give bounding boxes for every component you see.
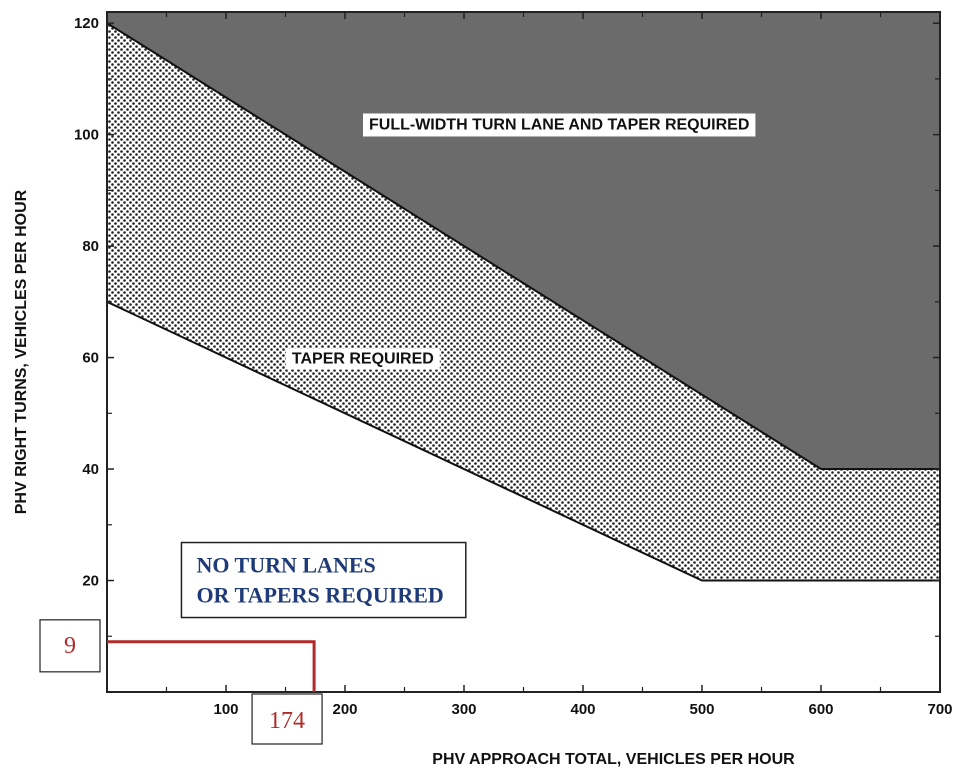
annotation-x-value: 174 (269, 708, 305, 734)
x-tick-label: 500 (689, 701, 714, 718)
y-tick-label: 40 (82, 461, 99, 478)
region-label-taper-text: TAPER REQUIRED (292, 351, 434, 368)
x-tick-label: 400 (570, 701, 595, 718)
region-label-full-width: FULL-WIDTH TURN LANE AND TAPER REQUIRED (362, 113, 756, 137)
y-tick-label: 120 (74, 15, 99, 32)
x-tick-label: 300 (451, 701, 476, 718)
region-label-no-turn-line1: NO TURN LANES (196, 553, 375, 578)
lower-boundary-line (106, 300, 940, 582)
y-tick-label: 60 (82, 350, 99, 367)
region-label-taper: TAPER REQUIRED (285, 348, 440, 370)
y-tick-label: 100 (74, 127, 99, 144)
y-tick-label: 20 (82, 573, 99, 590)
x-tick-label: 100 (213, 701, 238, 718)
y-axis: 20 40 60 80 100 120 (74, 15, 940, 637)
x-axis-title: PHV APPROACH TOTAL, VEHICLES PER HOUR (432, 751, 795, 768)
y-axis-title: PHV RIGHT TURNS, VEHICLES PER HOUR (13, 189, 30, 514)
region-label-full-width-text: FULL-WIDTH TURN LANE AND TAPER REQUIRED (369, 116, 749, 133)
y-tick-label: 80 (82, 238, 99, 255)
annotation-line (107, 640, 316, 692)
annotation-y-value: 9 (64, 633, 76, 659)
upper-boundary-line (106, 22, 940, 470)
annotation: 9 174 (39, 619, 323, 745)
x-axis: 100 200 300 400 500 600 700 (165, 12, 953, 718)
region-label-no-turn-line2: OR TAPERS REQUIRED (196, 583, 443, 608)
x-tick-label: 600 (808, 701, 833, 718)
x-tick-label: 200 (332, 701, 357, 718)
region-label-no-turn: NO TURN LANES OR TAPERS REQUIRED (180, 541, 467, 619)
x-tick-label: 700 (927, 701, 952, 718)
region-taper-required (107, 23, 940, 581)
